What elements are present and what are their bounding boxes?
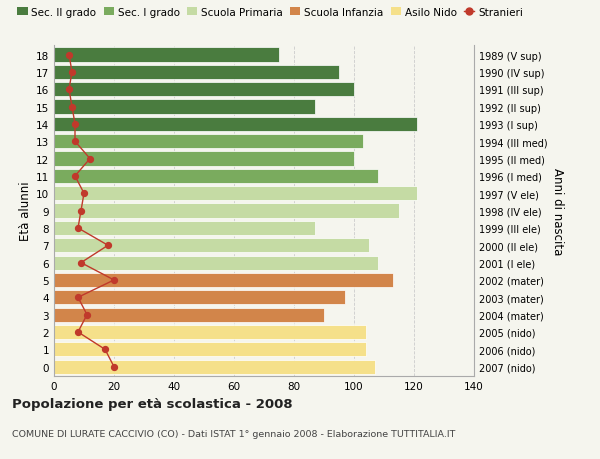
Bar <box>54 325 366 339</box>
Point <box>76 259 86 267</box>
Bar <box>54 48 279 62</box>
Point <box>67 69 77 76</box>
Bar <box>54 187 417 201</box>
Bar <box>54 256 378 270</box>
Point <box>70 173 80 180</box>
Point <box>64 52 74 59</box>
Point <box>79 190 89 197</box>
Text: COMUNE DI LURATE CACCIVIO (CO) - Dati ISTAT 1° gennaio 2008 - Elaborazione TUTTI: COMUNE DI LURATE CACCIVIO (CO) - Dati IS… <box>12 429 455 438</box>
Point <box>109 277 119 284</box>
Bar <box>54 291 345 305</box>
Bar <box>54 66 339 80</box>
Bar <box>54 308 324 322</box>
Point <box>70 138 80 146</box>
Bar <box>54 100 315 114</box>
Point <box>100 346 110 353</box>
Point <box>76 207 86 215</box>
Bar <box>54 152 354 166</box>
Bar <box>54 83 354 97</box>
Legend: Sec. II grado, Sec. I grado, Scuola Primaria, Scuola Infanzia, Asilo Nido, Stran: Sec. II grado, Sec. I grado, Scuola Prim… <box>17 7 523 17</box>
Bar <box>54 221 315 235</box>
Bar <box>54 360 375 374</box>
Bar <box>54 169 378 184</box>
Bar <box>54 239 369 253</box>
Bar <box>54 273 393 287</box>
Point <box>82 311 92 319</box>
Point <box>67 104 77 111</box>
Point <box>73 294 83 301</box>
Text: Popolazione per età scolastica - 2008: Popolazione per età scolastica - 2008 <box>12 397 293 410</box>
Y-axis label: Età alunni: Età alunni <box>19 181 32 241</box>
Point <box>64 86 74 94</box>
Point <box>103 242 113 249</box>
Bar <box>54 135 363 149</box>
Bar <box>54 118 417 132</box>
Point <box>109 363 119 370</box>
Bar <box>54 342 366 357</box>
Point <box>85 156 95 163</box>
Point <box>73 225 83 232</box>
Point <box>70 121 80 129</box>
Y-axis label: Anni di nascita: Anni di nascita <box>551 168 564 255</box>
Point <box>73 329 83 336</box>
Bar <box>54 204 399 218</box>
